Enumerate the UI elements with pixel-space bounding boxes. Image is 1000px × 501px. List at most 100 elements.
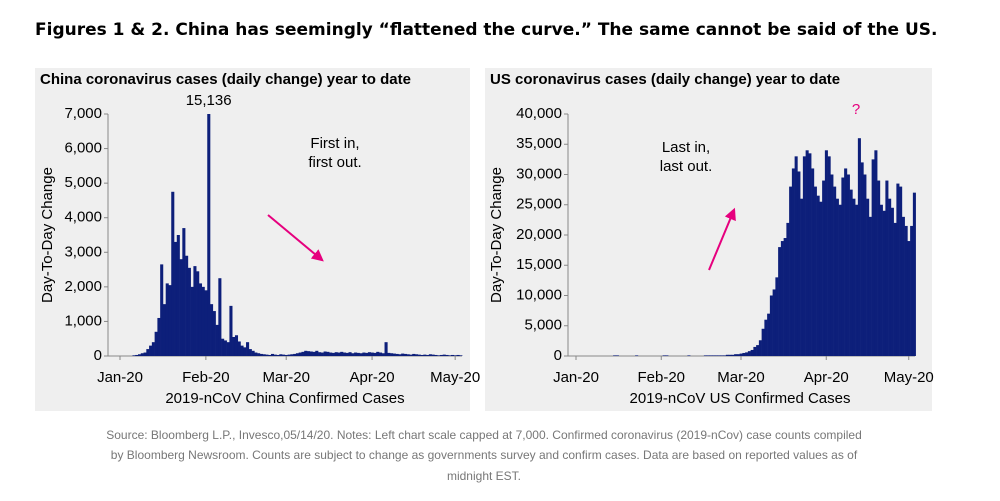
bar — [201, 286, 205, 356]
bar — [852, 198, 856, 356]
x-tick-label: Apr-20 — [804, 369, 849, 386]
bar — [348, 352, 352, 356]
bar — [345, 352, 349, 356]
bar — [448, 355, 452, 356]
bar — [354, 352, 358, 356]
bar — [879, 204, 883, 356]
bar — [868, 216, 872, 356]
x-tick-label: May-20 — [884, 369, 934, 386]
bar — [198, 283, 203, 356]
bar — [703, 355, 707, 356]
y-tick-label: 15,000 — [516, 256, 562, 273]
bar — [304, 350, 308, 356]
chart-title: US coronavirus cases (daily change) year… — [490, 71, 840, 88]
bar — [720, 355, 724, 356]
bar — [750, 349, 754, 356]
bar — [706, 355, 710, 356]
bar — [207, 114, 211, 356]
bar — [871, 159, 875, 356]
bar — [442, 354, 446, 356]
bar — [459, 355, 463, 356]
bar — [395, 353, 399, 356]
bar — [143, 352, 147, 356]
bar — [778, 247, 782, 356]
y-tick-label: 35,000 — [516, 135, 562, 152]
bar — [830, 174, 834, 356]
bar — [739, 353, 743, 356]
bar — [838, 204, 842, 356]
bar — [151, 342, 155, 356]
bar — [783, 238, 787, 356]
y-tick-label: 6,000 — [64, 140, 102, 157]
bar — [725, 354, 729, 356]
bar — [165, 283, 169, 356]
annotation: First in, — [310, 135, 359, 152]
y-tick-label: 1,000 — [64, 312, 102, 329]
bar — [365, 352, 369, 356]
bar — [844, 168, 848, 356]
bar — [445, 354, 449, 356]
bar — [246, 342, 250, 356]
bar — [723, 355, 727, 356]
bar — [370, 352, 374, 356]
bar — [237, 341, 241, 356]
bars — [613, 138, 916, 356]
bar — [298, 352, 302, 356]
bar — [287, 354, 291, 356]
y-tick-label: 7,000 — [64, 105, 102, 122]
bar — [709, 355, 713, 356]
bar — [841, 177, 845, 356]
bar — [822, 180, 826, 356]
bar — [665, 355, 669, 356]
bar — [154, 331, 158, 356]
bar — [890, 207, 894, 356]
bar — [259, 353, 263, 356]
bar — [756, 345, 760, 356]
bar — [174, 241, 178, 356]
bar — [323, 351, 327, 356]
bar — [210, 304, 214, 356]
x-tick-label: Mar-20 — [717, 369, 765, 386]
bar — [215, 324, 219, 356]
bar — [334, 352, 338, 356]
bar — [805, 150, 809, 356]
bar — [140, 353, 144, 356]
bar — [309, 351, 313, 356]
bar — [451, 354, 455, 356]
bar — [367, 352, 371, 356]
data-label: 15,136 — [186, 92, 232, 109]
bar — [240, 345, 244, 356]
bar — [885, 180, 889, 356]
bar — [439, 354, 444, 356]
bar — [797, 171, 801, 356]
bar — [295, 353, 299, 356]
bar — [888, 198, 892, 356]
bar — [160, 264, 164, 356]
bar — [434, 354, 438, 356]
bar — [212, 311, 216, 356]
x-axis-title: 2019-nCoV China Confirmed Cases — [165, 390, 404, 407]
y-tick-label: 4,000 — [64, 209, 102, 226]
bar — [866, 198, 870, 356]
bar — [813, 186, 817, 356]
bar — [329, 352, 333, 356]
bar — [318, 352, 322, 356]
bar — [409, 354, 413, 356]
x-tick-label: May-20 — [430, 369, 480, 386]
bar — [775, 277, 779, 356]
bar — [392, 353, 396, 356]
bar — [412, 353, 416, 356]
bar — [384, 342, 388, 356]
bar — [769, 295, 773, 356]
bar — [635, 355, 639, 356]
bar — [401, 353, 405, 356]
bar — [403, 353, 407, 356]
bar — [846, 174, 850, 356]
x-tick-label: Feb-20 — [637, 369, 685, 386]
bar — [378, 352, 383, 356]
source-line: by Bloomberg Newsroom. Counts are subjec… — [111, 448, 858, 462]
bar — [420, 354, 424, 356]
bar — [226, 342, 230, 356]
bar — [860, 162, 864, 356]
bar — [901, 216, 905, 356]
